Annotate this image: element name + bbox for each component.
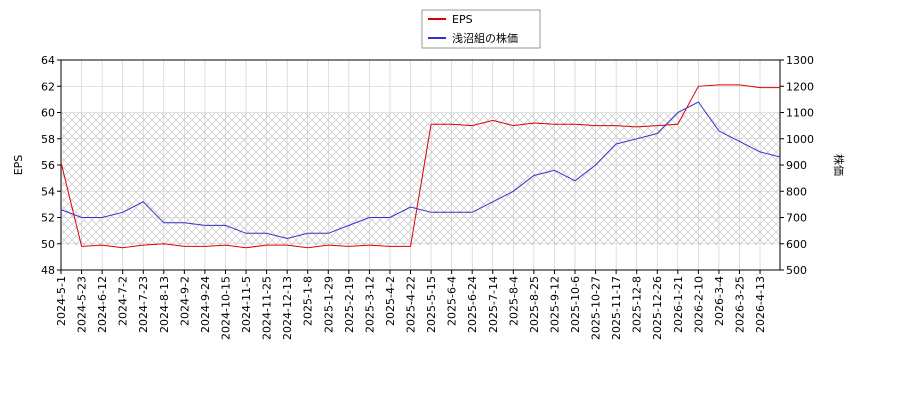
x-tick-label: 2024-11-5	[240, 276, 253, 333]
y-axis-label: EPS	[12, 155, 25, 176]
grid	[60, 59, 780, 271]
x-tick-label: 2025-7-14	[487, 276, 500, 333]
y2-axis-label: 株価	[832, 154, 846, 176]
x-tick-label: 2026-4-13	[754, 276, 767, 333]
x-tick-label: 2024-11-25	[261, 276, 274, 340]
hatched-band	[61, 113, 780, 245]
x-tick-label: 2024-8-13	[158, 276, 171, 333]
y2-tick-label: 800	[786, 185, 807, 198]
legend-box	[421, 9, 541, 49]
x-tick-label: 2026-1-21	[672, 276, 685, 333]
x-tick-label: 2025-1-29	[322, 276, 335, 333]
y2-tick-label: 500	[786, 264, 807, 277]
y2-tick-label: 600	[786, 238, 807, 251]
x-tick-label: 2026-3-25	[733, 276, 746, 333]
legend: EPS 浅沼組の株価	[421, 9, 541, 49]
y2-tick-label: 700	[786, 212, 807, 225]
x-tick-label: 2024-7-23	[137, 276, 150, 333]
series-line	[60, 101, 781, 240]
y-tick-label: 48	[41, 264, 55, 277]
x-tick-label: 2024-5-1	[55, 276, 68, 326]
x-tick-label: 2025-2-19	[343, 276, 356, 333]
y-tick-label: 64	[41, 54, 55, 67]
x-tick-label: 2024-9-2	[178, 276, 191, 326]
x-tick-label: 2025-10-6	[569, 276, 582, 333]
x-tick-label: 2025-9-12	[548, 276, 561, 333]
y2-tick-label: 1300	[786, 54, 814, 67]
x-tick-label: 2024-7-2	[117, 276, 130, 326]
y-tick-label: 62	[41, 80, 55, 93]
y-tick-label: 58	[41, 133, 55, 146]
legend-label: 浅沼組の株価	[452, 31, 518, 45]
x-tick-label: 2025-8-25	[528, 276, 541, 333]
x-tick-label: 2025-3-12	[363, 276, 376, 333]
y2-tick-label: 1200	[786, 80, 814, 93]
y-tick-label: 60	[41, 107, 55, 120]
y-tick-label: 50	[41, 238, 55, 251]
x-tick-label: 2025-8-4	[507, 276, 520, 326]
x-tick-label: 2024-12-13	[281, 276, 294, 340]
x-tick-label: 2025-12-8	[631, 276, 644, 333]
x-tick-label: 2025-10-27	[590, 276, 603, 340]
y-tick-label: 54	[41, 185, 55, 198]
y2-tick-label: 1100	[786, 107, 814, 120]
x-tick-label: 2025-1-8	[302, 276, 315, 326]
x-tick-label: 2025-4-2	[384, 276, 397, 326]
x-tick-label: 2025-11-17	[610, 276, 623, 340]
y2-tick-label: 900	[786, 159, 807, 172]
x-tick-label: 2025-6-24	[466, 276, 479, 333]
y-tick-label: 56	[41, 159, 55, 172]
x-tick-label: 2024-6-12	[96, 276, 109, 333]
legend-label: EPS	[452, 13, 473, 26]
x-tick-label: 2025-5-15	[425, 276, 438, 333]
x-tick-label: 2024-9-24	[199, 276, 212, 333]
series-line	[60, 84, 781, 249]
y-tick-label: 52	[41, 212, 55, 225]
x-tick-label: 2025-4-22	[405, 276, 418, 333]
x-tick-label: 2026-3-4	[713, 276, 726, 326]
y2-tick-label: 1000	[786, 133, 814, 146]
x-tick-label: 2025-6-4	[446, 276, 459, 326]
x-tick-label: 2026-2-10	[692, 276, 705, 333]
x-tick-label: 2025-12-26	[651, 276, 664, 340]
x-tick-label: 2024-5-23	[76, 276, 89, 333]
x-tick-label: 2024-10-15	[219, 276, 232, 340]
